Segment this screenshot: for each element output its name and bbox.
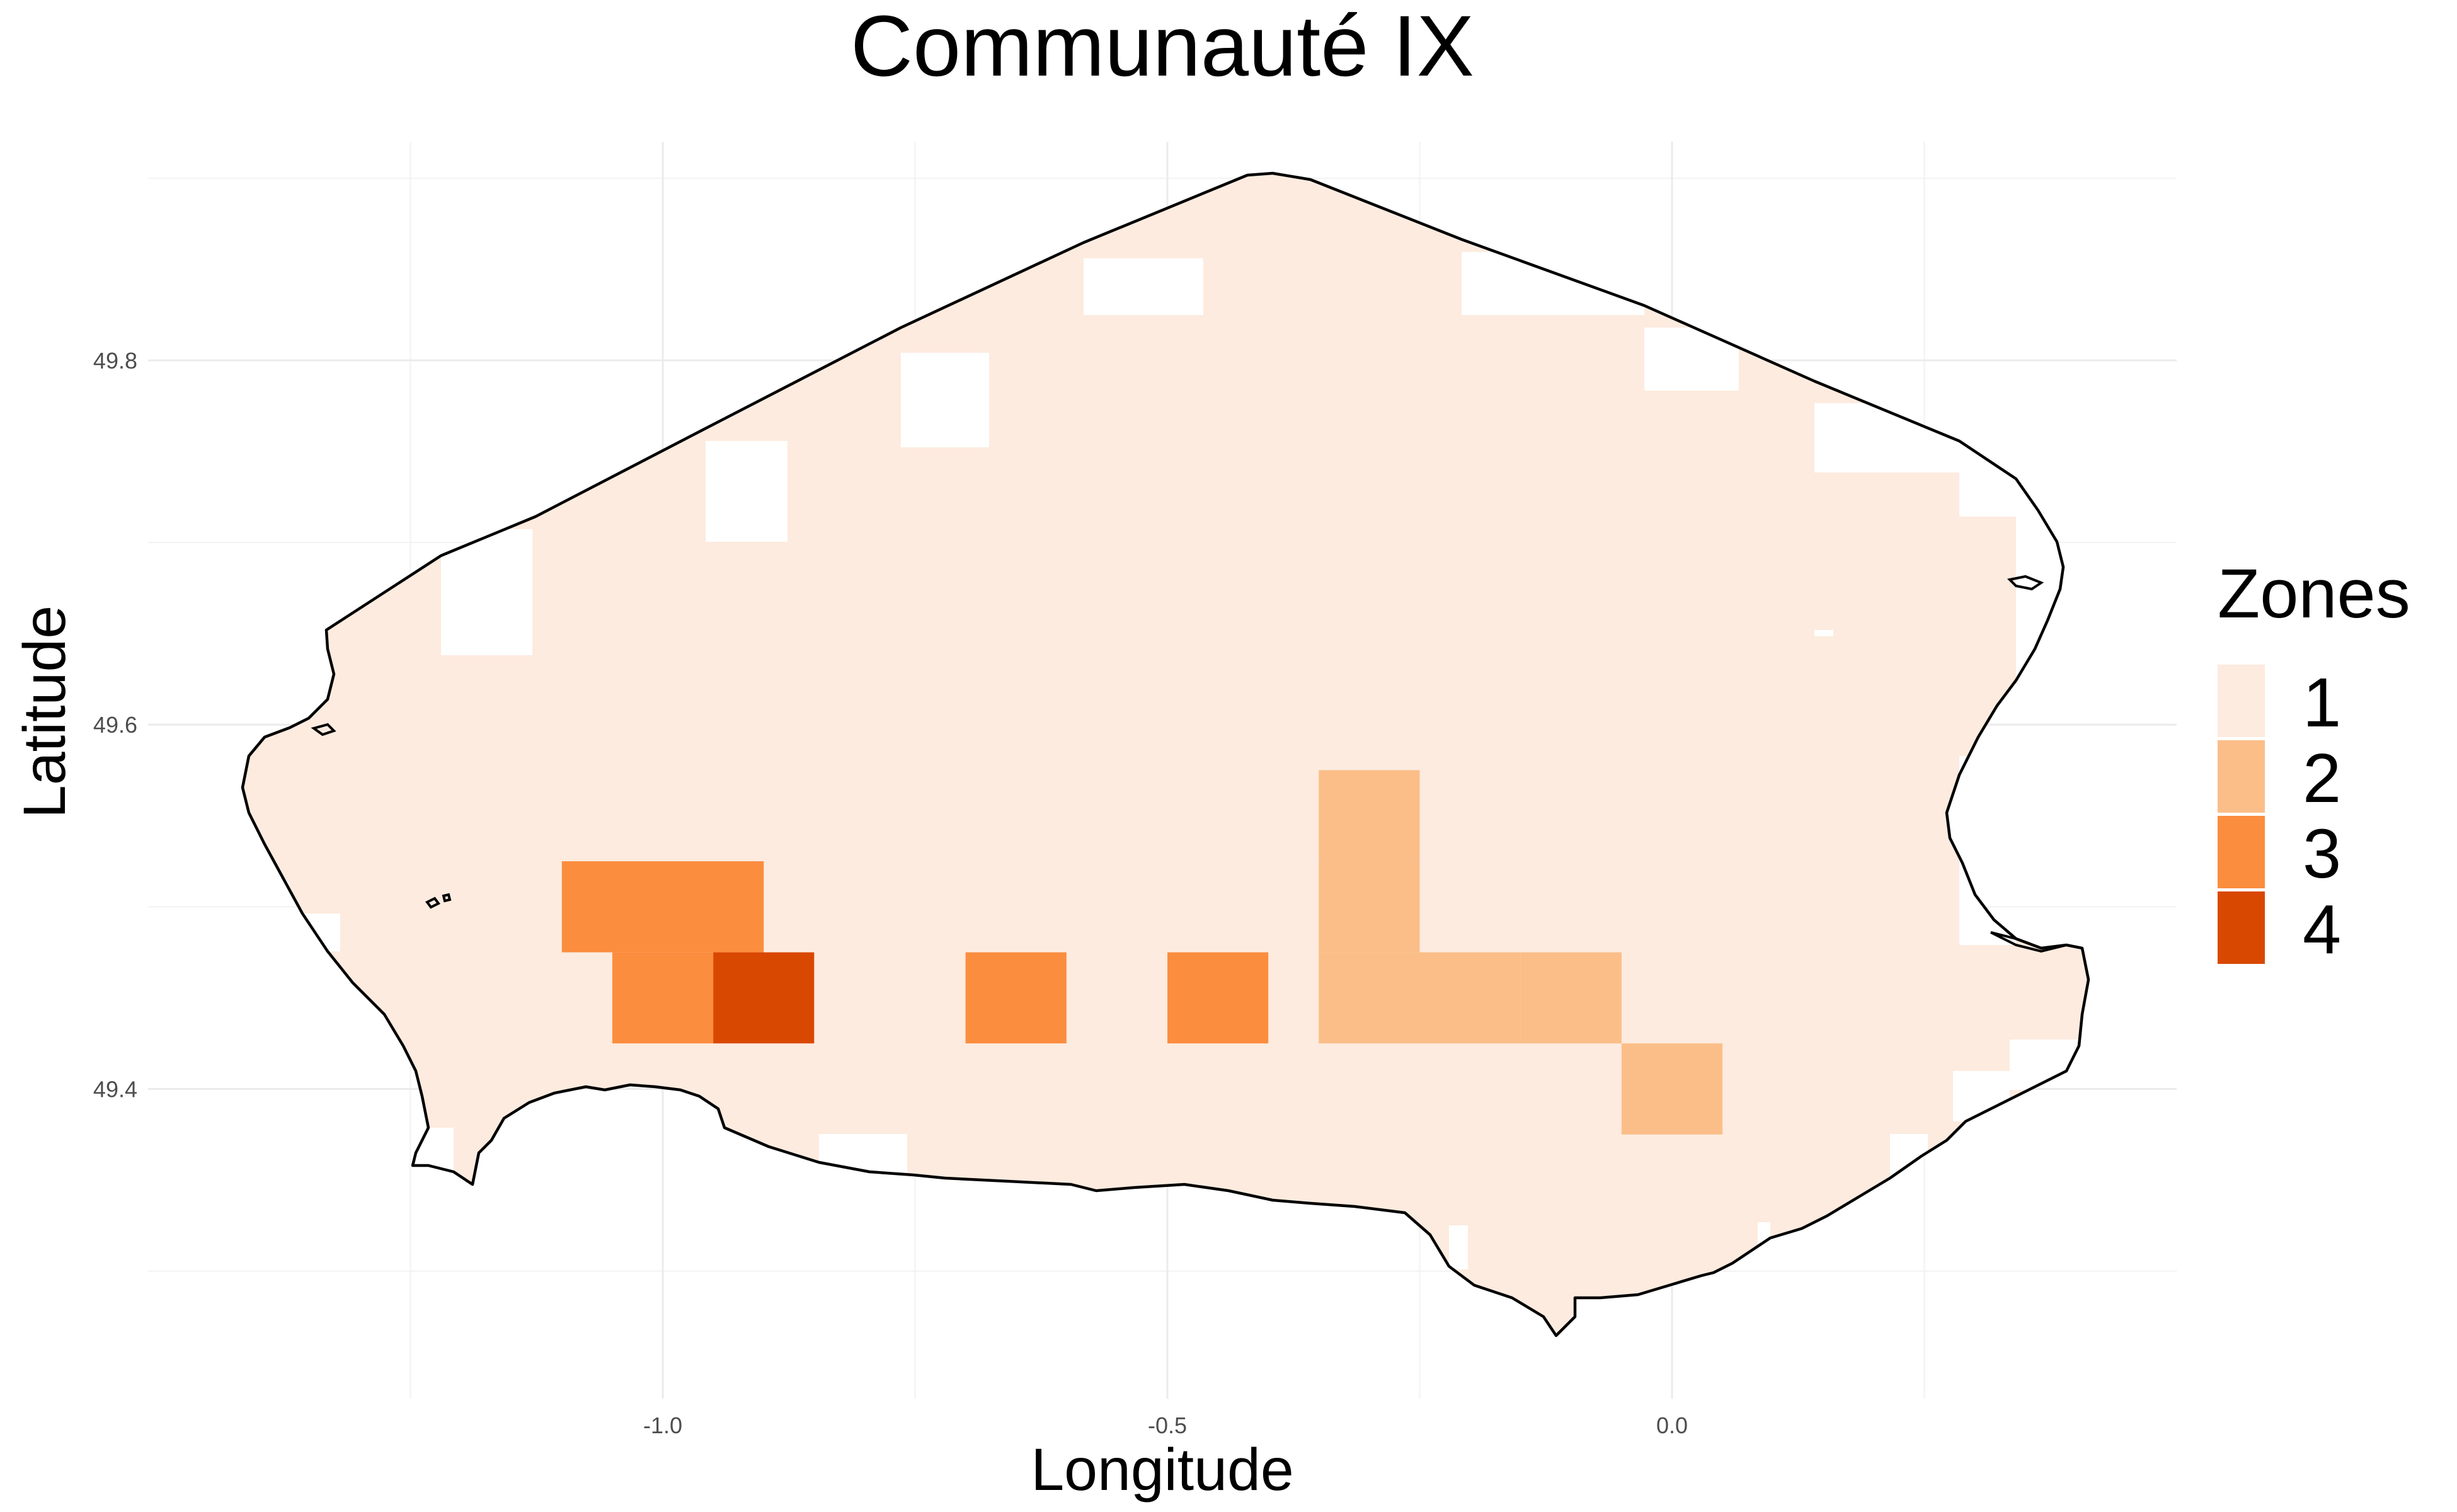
zone-cell-2 (1419, 952, 1521, 1044)
legend-label: 4 (2303, 891, 2341, 968)
legend-key-4 (2218, 891, 2265, 964)
islet-outline (442, 893, 452, 903)
unsampled-cell (1449, 1225, 1468, 1269)
unsampled-cell (1462, 252, 1644, 315)
unsampled-cell (1644, 328, 1739, 391)
legend-label: 2 (2303, 740, 2341, 817)
x-tick-label: 0.0 (1656, 1412, 1688, 1438)
base-zone-fill (243, 173, 2088, 1336)
x-tick-label: -1.0 (643, 1412, 682, 1438)
legend-label: 1 (2303, 664, 2341, 742)
zone-cell-3 (663, 861, 764, 953)
legend-key-1 (2218, 665, 2265, 737)
y-axis-title: Latitude (11, 605, 78, 818)
zone-cell-2 (1520, 952, 1622, 1044)
islets (311, 575, 2067, 953)
zone-cell-3 (612, 952, 714, 1044)
unsampled-cell (302, 914, 340, 951)
y-tick-label: 49.8 (93, 348, 137, 374)
islet-outline (425, 896, 441, 909)
unsampled-cell (819, 1134, 907, 1191)
unsampled-cell (1959, 441, 2022, 517)
base-zone-area (243, 173, 2088, 1336)
islet-outline (311, 723, 336, 736)
legend-key-2 (2218, 740, 2265, 813)
unsampled-cell (441, 529, 532, 655)
islet-outline (1990, 931, 2067, 953)
zone-cell-3 (561, 861, 663, 953)
zone-cell-2 (1319, 952, 1420, 1044)
unsampled-cell (1959, 756, 2016, 945)
unsampled-cell (901, 353, 989, 447)
unsampled-cell (416, 1128, 454, 1184)
zone-cell-2 (1319, 770, 1420, 862)
y-tick-label: 49.6 (93, 712, 137, 738)
x-tick-label: -0.5 (1148, 1412, 1187, 1438)
x-axis-ticks: -1.0 -0.5 0.0 (643, 1412, 1688, 1438)
unsampled-cell (1084, 258, 1203, 315)
chart-title: Communauté IX (850, 0, 1474, 94)
y-axis-ticks: 49.8 49.6 49.4 (93, 348, 137, 1102)
unsampled-cell (1814, 403, 1959, 472)
zone-cells (561, 770, 1723, 1135)
coastline-outline (241, 171, 2090, 1337)
zone-cell-3 (1167, 952, 1269, 1044)
unsampled-cell (706, 441, 788, 542)
unsampled-cell (1814, 630, 1833, 636)
legend-label: 3 (2303, 815, 2341, 893)
zone-cell-2 (1319, 861, 1420, 953)
legend-key-3 (2218, 816, 2265, 888)
unsampled-cell (2010, 1040, 2066, 1090)
x-axis-title: Longitude (1031, 1436, 1293, 1503)
zone-cell-3 (965, 952, 1067, 1044)
legend-title: Zones (2218, 555, 2410, 633)
zone-cell-2 (1621, 1043, 1723, 1135)
islet-outline (2007, 575, 2044, 591)
zone-cell-4 (713, 952, 815, 1044)
y-tick-label: 49.4 (93, 1076, 137, 1102)
unsampled-cell (243, 882, 290, 945)
